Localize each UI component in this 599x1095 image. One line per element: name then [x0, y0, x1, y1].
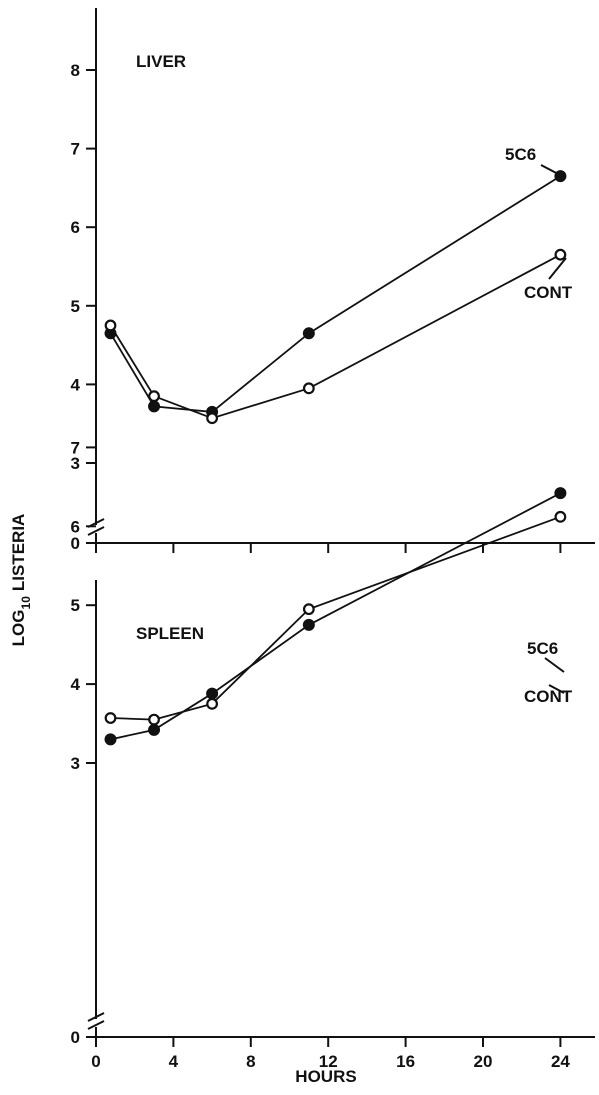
liver-series-line-5c6 [109, 175, 561, 413]
liver-series-line-cont [109, 253, 561, 420]
y-axis-title-subscript: 10 [19, 596, 33, 610]
spleen-point-5c6 [104, 733, 117, 746]
liver-series-label-cont: CONT [524, 283, 573, 302]
spleen-x-tick-label: 16 [396, 1052, 415, 1071]
spleen-series-line-5c6 [110, 492, 561, 741]
spleen-x-tick-label: 4 [169, 1052, 179, 1071]
spleen-panel: 0 3 4 5 6 7 0 4 8 12 16 20 24 HOURS SPLEEN 5C6 CONT [71, 438, 595, 1086]
liver-point-5c6 [148, 400, 161, 413]
spleen-y-tick-label: 6 [71, 517, 80, 536]
spleen-point-5c6 [302, 618, 315, 631]
spleen-point-cont [104, 712, 117, 724]
spleen-point-5c6 [554, 487, 567, 500]
spleen-y-break-label: 0 [71, 1028, 80, 1047]
spleen-x-tick-label: 20 [474, 1052, 493, 1071]
spleen-series-line-cont [110, 515, 561, 721]
liver-point-cont [148, 390, 160, 403]
spleen-series-label-cont: CONT [524, 687, 573, 706]
liver-panel: 0 3 4 5 6 7 8 LIVER 5C6 CONT [71, 8, 595, 553]
spleen-x-tick-label: 0 [91, 1052, 100, 1071]
liver-point-cont [206, 412, 219, 425]
liver-y-break-label: 0 [71, 534, 80, 553]
spleen-y-tick-label: 3 [71, 754, 80, 773]
spleen-series-label-5c6: 5C6 [527, 639, 558, 658]
liver-leader-line-cont [548, 257, 567, 280]
y-axis-title: LOG10 LISTERIA [9, 514, 33, 647]
spleen-leader-line-5c6 [544, 657, 565, 673]
x-axis-title: HOURS [295, 1067, 356, 1086]
y-axis-title-main: LOG [9, 609, 28, 646]
spleen-y-tick-label: 7 [71, 438, 80, 457]
spleen-point-cont [302, 603, 315, 616]
liver-point-cont [554, 248, 567, 261]
spleen-x-tick-label: 24 [551, 1052, 570, 1071]
liver-point-5c6 [302, 327, 315, 340]
spleen-x-tick-label: 8 [246, 1052, 255, 1071]
liver-series-label-5c6: 5C6 [505, 145, 536, 164]
liver-y-tick-label: 3 [71, 454, 80, 473]
liver-axis-break-mark [87, 526, 105, 536]
liver-y-tick-label: 4 [71, 375, 81, 394]
liver-panel-title: LIVER [136, 52, 186, 71]
spleen-leader-line-cont [548, 684, 565, 694]
spleen-y-tick-label: 5 [71, 596, 80, 615]
spleen-point-cont [554, 510, 567, 523]
spleen-point-cont [206, 697, 219, 710]
liver-y-tick-label: 8 [71, 61, 80, 80]
liver-point-cont [302, 382, 315, 395]
spleen-point-5c6 [206, 687, 219, 700]
spleen-point-5c6 [148, 723, 161, 736]
y-axis-title-rest: LISTERIA [9, 514, 28, 591]
liver-y-tick-label: 5 [71, 297, 80, 316]
spleen-point-cont [148, 713, 160, 726]
spleen-x-tick-label: 12 [319, 1052, 338, 1071]
spleen-axis-break-mark [87, 1012, 105, 1022]
liver-y-tick-label: 6 [71, 218, 80, 237]
spleen-axis-break-mark [87, 1020, 105, 1030]
liver-y-tick-label: 7 [71, 140, 80, 159]
liver-leader-line-5c6 [540, 164, 563, 177]
liver-point-cont [104, 319, 117, 332]
spleen-panel-title: SPLEEN [136, 624, 204, 643]
spleen-y-tick-label: 4 [71, 675, 81, 694]
